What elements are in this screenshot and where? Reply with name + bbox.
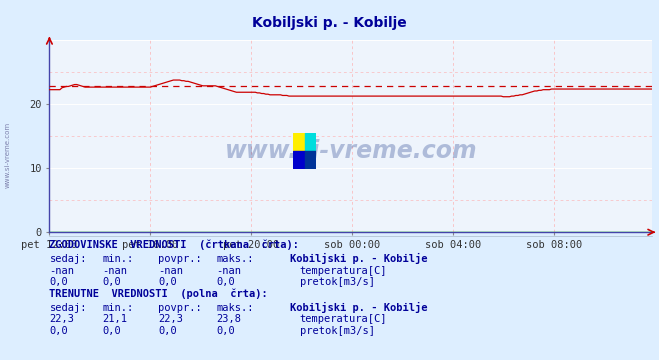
Bar	[293, 151, 304, 169]
Text: pretok[m3/s]: pretok[m3/s]	[300, 277, 375, 287]
Text: maks.:: maks.:	[216, 254, 254, 264]
Text: 21,1: 21,1	[102, 314, 127, 324]
Polygon shape	[304, 151, 316, 169]
Text: -nan: -nan	[102, 266, 127, 276]
Text: 0,0: 0,0	[216, 326, 235, 336]
Text: temperatura[C]: temperatura[C]	[300, 314, 387, 324]
Text: povpr.:: povpr.:	[158, 254, 202, 264]
Text: pretok[m3/s]: pretok[m3/s]	[300, 326, 375, 336]
Text: 0,0: 0,0	[102, 326, 121, 336]
Text: 0,0: 0,0	[158, 326, 177, 336]
Text: temperatura[C]: temperatura[C]	[300, 266, 387, 276]
Text: 0,0: 0,0	[158, 277, 177, 287]
Text: TRENUTNE  VREDNOSTI  (polna  črta):: TRENUTNE VREDNOSTI (polna črta):	[49, 288, 268, 299]
Text: 22,3: 22,3	[49, 314, 74, 324]
Text: min.:: min.:	[102, 303, 133, 313]
Text: www.si-vreme.com: www.si-vreme.com	[5, 122, 11, 188]
Text: Kobiljski p. - Kobilje: Kobiljski p. - Kobilje	[290, 302, 428, 313]
Text: 0,0: 0,0	[216, 277, 235, 287]
Text: maks.:: maks.:	[216, 303, 254, 313]
Text: sedaj:: sedaj:	[49, 303, 87, 313]
Bar	[293, 133, 304, 151]
Text: min.:: min.:	[102, 254, 133, 264]
Text: sedaj:: sedaj:	[49, 254, 87, 264]
Text: 0,0: 0,0	[102, 277, 121, 287]
Text: 0,0: 0,0	[49, 277, 68, 287]
Text: 23,8: 23,8	[216, 314, 241, 324]
Text: www.si-vreme.com: www.si-vreme.com	[225, 139, 477, 163]
Text: 22,3: 22,3	[158, 314, 183, 324]
Text: Kobiljski p. - Kobilje: Kobiljski p. - Kobilje	[290, 253, 428, 264]
Bar	[304, 133, 316, 151]
Text: Kobiljski p. - Kobilje: Kobiljski p. - Kobilje	[252, 16, 407, 30]
Text: -nan: -nan	[216, 266, 241, 276]
Text: -nan: -nan	[49, 266, 74, 276]
Text: -nan: -nan	[158, 266, 183, 276]
Text: 0,0: 0,0	[49, 326, 68, 336]
Text: ZGODOVINSKE  VREDNOSTI  (črtkana  črta):: ZGODOVINSKE VREDNOSTI (črtkana črta):	[49, 240, 299, 251]
Text: povpr.:: povpr.:	[158, 303, 202, 313]
